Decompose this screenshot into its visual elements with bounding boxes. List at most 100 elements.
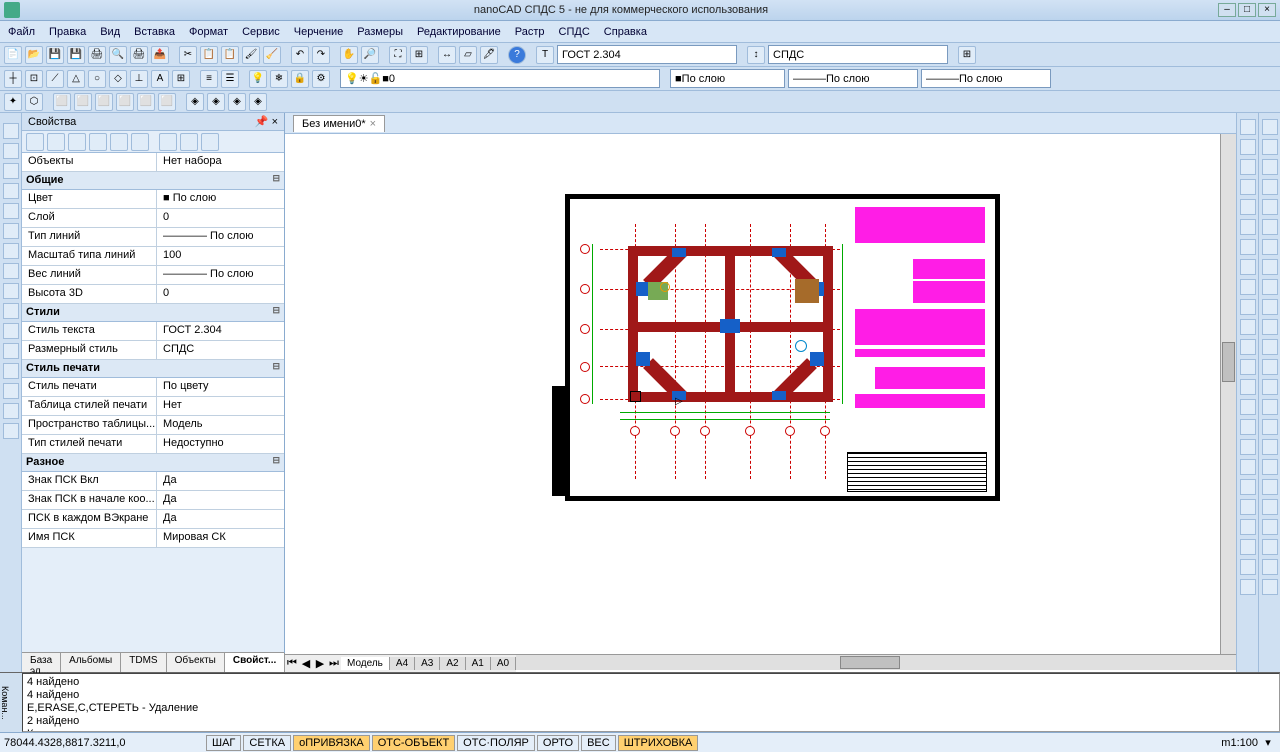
pi1-icon[interactable] bbox=[26, 133, 44, 151]
status-отс·поляр[interactable]: ОТС·ПОЛЯР bbox=[457, 735, 535, 751]
spds24-icon[interactable] bbox=[1262, 579, 1278, 595]
document-close-icon[interactable]: × bbox=[370, 118, 376, 130]
line-icon[interactable] bbox=[1240, 119, 1256, 135]
tab-base[interactable]: База эл... bbox=[22, 653, 61, 672]
spds1-icon[interactable] bbox=[1262, 119, 1278, 135]
view2-icon[interactable]: ⬜ bbox=[74, 93, 92, 111]
menu-file[interactable]: Файл bbox=[8, 26, 35, 38]
dim-chain-icon[interactable] bbox=[3, 303, 19, 319]
publish-icon[interactable]: 📤 bbox=[151, 46, 169, 64]
spds19-icon[interactable] bbox=[1262, 479, 1278, 495]
status-орто[interactable]: ОРТО bbox=[537, 735, 579, 751]
save-icon[interactable]: 💾 bbox=[46, 46, 64, 64]
center-icon[interactable] bbox=[3, 383, 19, 399]
saveall-icon[interactable]: 💾 bbox=[67, 46, 85, 64]
pi3-icon[interactable] bbox=[68, 133, 86, 151]
preview-icon[interactable]: 🔍 bbox=[109, 46, 127, 64]
offset-icon[interactable] bbox=[1240, 519, 1256, 535]
menu-service[interactable]: Сервис bbox=[242, 26, 280, 38]
snap7-icon[interactable]: ⊥ bbox=[130, 70, 148, 88]
point-icon[interactable] bbox=[1240, 399, 1256, 415]
spds18-icon[interactable] bbox=[1262, 459, 1278, 475]
world-icon[interactable]: ⬡ bbox=[25, 93, 43, 111]
region-icon[interactable] bbox=[1240, 319, 1256, 335]
spds9-icon[interactable] bbox=[1262, 279, 1278, 295]
match-icon[interactable]: 🖌 bbox=[242, 46, 260, 64]
open-icon[interactable]: 📂 bbox=[25, 46, 43, 64]
view1-icon[interactable]: ⬜ bbox=[53, 93, 71, 111]
tab-props[interactable]: Свойст... bbox=[225, 653, 285, 672]
tab-model[interactable]: Модель bbox=[341, 657, 390, 670]
spds23-icon[interactable] bbox=[1262, 559, 1278, 575]
layerstate-icon[interactable]: ☰ bbox=[221, 70, 239, 88]
dimstyle-icon[interactable]: ↕ bbox=[747, 46, 765, 64]
batch-icon[interactable]: 🖨 bbox=[130, 46, 148, 64]
spds22-icon[interactable] bbox=[1262, 539, 1278, 555]
erase-icon[interactable]: 🧹 bbox=[263, 46, 281, 64]
ellipse-icon[interactable] bbox=[1240, 259, 1256, 275]
menu-modify[interactable]: Редактирование bbox=[417, 26, 501, 38]
menu-help[interactable]: Справка bbox=[604, 26, 647, 38]
tab-tdms[interactable]: TDMS bbox=[121, 653, 166, 672]
snap1-icon[interactable]: ┼ bbox=[4, 70, 22, 88]
dim-arc-icon[interactable] bbox=[3, 203, 19, 219]
text2-icon[interactable] bbox=[1240, 359, 1256, 375]
menu-draw[interactable]: Черчение bbox=[294, 26, 344, 38]
prop-group[interactable]: Общие bbox=[22, 172, 284, 190]
tab-a3[interactable]: А3 bbox=[415, 657, 440, 670]
spds3-icon[interactable] bbox=[1262, 159, 1278, 175]
command-text[interactable]: 4 найдено 4 найдено E,ERASE,C,СТЕРЕТЬ - … bbox=[22, 673, 1280, 732]
iso2-icon[interactable]: ◈ bbox=[207, 93, 225, 111]
scale-label[interactable]: m1:100 bbox=[1221, 737, 1258, 749]
mline-icon[interactable] bbox=[1240, 499, 1256, 515]
prop-group[interactable]: Стили bbox=[22, 304, 284, 322]
circle-icon[interactable] bbox=[1240, 219, 1256, 235]
block-icon[interactable]: ⊞ bbox=[172, 70, 190, 88]
tab-a0[interactable]: А0 bbox=[491, 657, 516, 670]
spds6-icon[interactable] bbox=[1262, 219, 1278, 235]
snap4-icon[interactable]: △ bbox=[67, 70, 85, 88]
menu-format[interactable]: Формат bbox=[189, 26, 228, 38]
tab-a1[interactable]: А1 bbox=[466, 657, 491, 670]
dim-ord-icon[interactable] bbox=[3, 283, 19, 299]
cut-icon[interactable]: ✂ bbox=[179, 46, 197, 64]
menu-spds[interactable]: СПДС bbox=[559, 26, 590, 38]
gradient-icon[interactable] bbox=[1240, 299, 1256, 315]
spds13-icon[interactable] bbox=[1262, 359, 1278, 375]
tab-albums[interactable]: Альбомы bbox=[61, 653, 121, 672]
spline-icon[interactable] bbox=[1240, 239, 1256, 255]
area-icon[interactable]: ▱ bbox=[459, 46, 477, 64]
ddef-icon[interactable] bbox=[1240, 559, 1256, 575]
layermgr-icon[interactable]: ≡ bbox=[200, 70, 218, 88]
spds21-icon[interactable] bbox=[1262, 519, 1278, 535]
brush-icon[interactable]: 🖋 bbox=[480, 46, 498, 64]
pi9-icon[interactable] bbox=[201, 133, 219, 151]
spds8-icon[interactable] bbox=[1262, 259, 1278, 275]
dimupdate-icon[interactable] bbox=[3, 423, 19, 439]
layerlock-icon[interactable]: 🔒 bbox=[291, 70, 309, 88]
maximize-button[interactable]: □ bbox=[1238, 3, 1256, 17]
dim-base-icon[interactable] bbox=[3, 323, 19, 339]
pi2-icon[interactable] bbox=[47, 133, 65, 151]
attrib-icon[interactable] bbox=[1240, 539, 1256, 555]
minsert-icon[interactable] bbox=[1240, 579, 1256, 595]
copy-icon[interactable]: 📋 bbox=[200, 46, 218, 64]
tab-prev-icon[interactable]: ◀ bbox=[299, 657, 313, 670]
vertical-scrollbar[interactable] bbox=[1220, 134, 1236, 654]
lineweight-combo[interactable]: ——— По слою bbox=[921, 69, 1051, 88]
pin-icon[interactable]: 📌 bbox=[255, 116, 269, 128]
menu-dims[interactable]: Размеры bbox=[357, 26, 403, 38]
prop-group[interactable]: Разное bbox=[22, 454, 284, 472]
menu-edit[interactable]: Правка bbox=[49, 26, 86, 38]
snap5-icon[interactable]: ○ bbox=[88, 70, 106, 88]
menu-view[interactable]: Вид bbox=[100, 26, 120, 38]
close-button[interactable]: × bbox=[1258, 3, 1276, 17]
spds5-icon[interactable] bbox=[1262, 199, 1278, 215]
dim-style-combo[interactable]: СПДС bbox=[768, 45, 948, 64]
snap2-icon[interactable]: ⊡ bbox=[25, 70, 43, 88]
spds7-icon[interactable] bbox=[1262, 239, 1278, 255]
zoom-icon[interactable]: 🔎 bbox=[361, 46, 379, 64]
iso1-icon[interactable]: ◈ bbox=[186, 93, 204, 111]
dim-v-icon[interactable] bbox=[3, 163, 19, 179]
dim-align-icon[interactable] bbox=[3, 183, 19, 199]
